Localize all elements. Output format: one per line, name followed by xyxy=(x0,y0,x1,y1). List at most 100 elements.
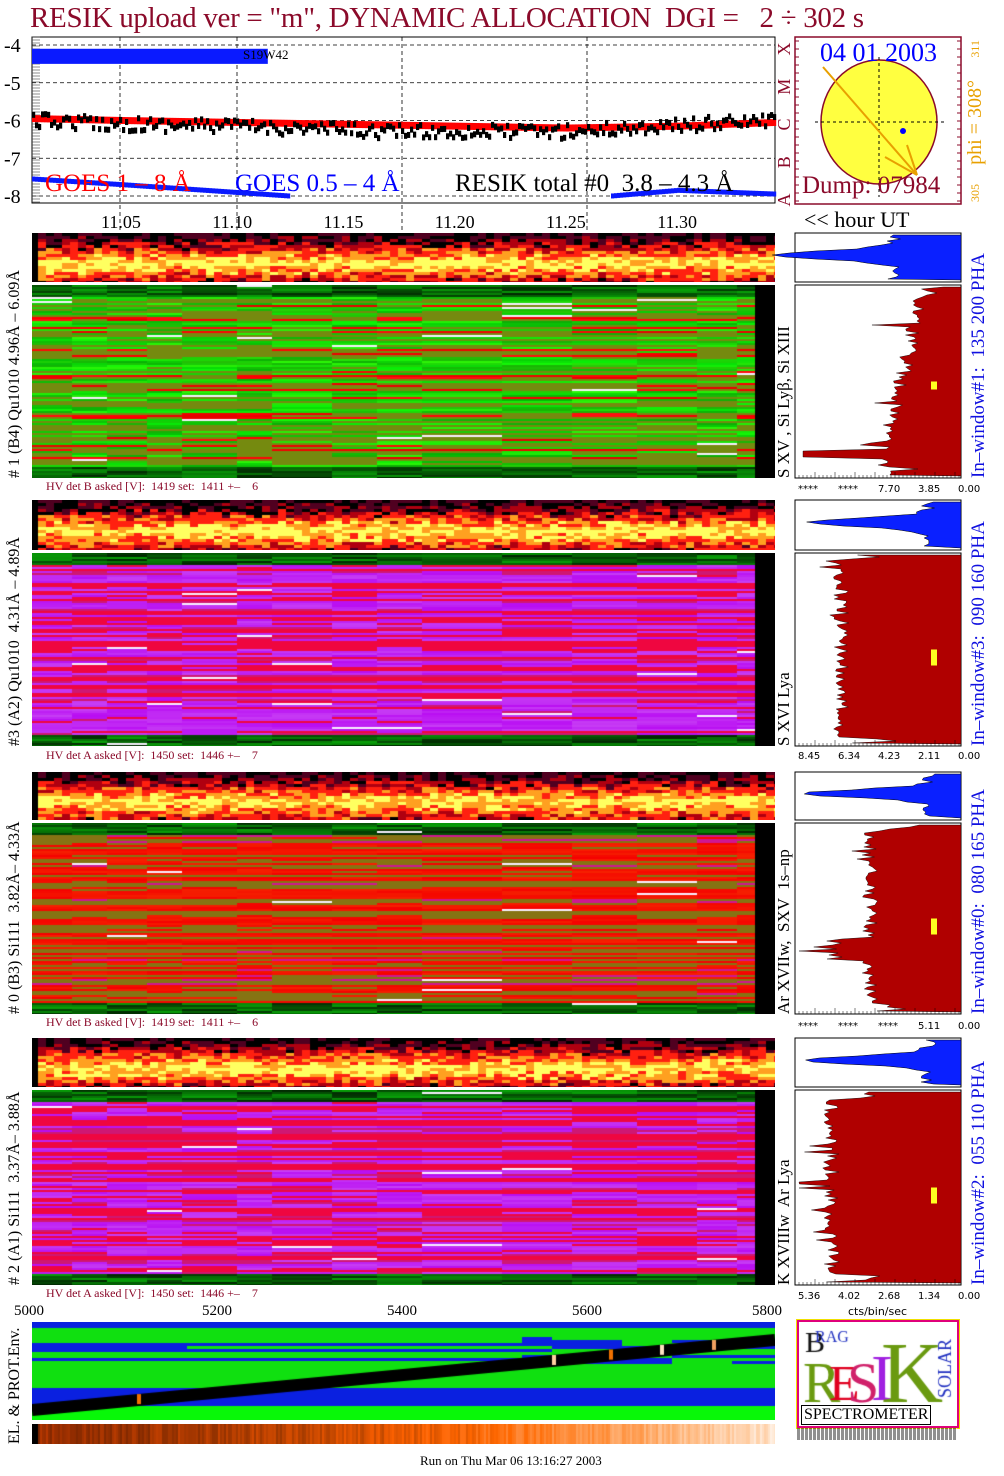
hist-profile xyxy=(798,1091,962,1284)
series-mark xyxy=(164,128,168,135)
series-mark xyxy=(740,190,744,196)
series-mark xyxy=(425,131,429,138)
series-mark xyxy=(764,119,768,127)
series-mark xyxy=(38,124,42,131)
series-mark xyxy=(254,119,258,127)
series-mark xyxy=(113,116,117,124)
series-mark xyxy=(461,134,465,141)
series-mark xyxy=(464,122,468,130)
series-mark xyxy=(164,117,168,125)
series-mark xyxy=(389,123,393,130)
series-mark xyxy=(170,185,174,191)
series-mark xyxy=(299,124,303,131)
series-mark xyxy=(713,126,717,133)
goes-class-label: A xyxy=(774,194,794,207)
series-mark xyxy=(509,123,513,131)
series-mark xyxy=(221,122,225,129)
series-mark xyxy=(68,115,72,122)
hist-scale-tick: 5.11 xyxy=(918,1021,941,1032)
hist-scale-tick: 6.34 xyxy=(838,751,861,762)
series-mark xyxy=(629,191,633,197)
series-mark xyxy=(113,122,117,129)
series-mark xyxy=(593,129,597,136)
logo-lettering xyxy=(799,1322,957,1404)
series-mark xyxy=(755,117,759,124)
series-mark xyxy=(593,124,597,132)
series-mark xyxy=(74,116,78,124)
series-mark xyxy=(740,122,744,129)
series-mark xyxy=(224,117,228,124)
series-mark xyxy=(695,121,699,129)
hist-scale-tick: 0.00 xyxy=(958,484,981,495)
series-mark xyxy=(227,118,231,125)
series-mark xyxy=(122,117,126,125)
series-mark xyxy=(605,123,609,131)
series-mark xyxy=(674,188,678,194)
series-mark xyxy=(617,192,621,198)
series-mark xyxy=(548,134,552,141)
series-mark xyxy=(578,127,582,134)
goes-class-label: X xyxy=(774,43,794,56)
series-mark xyxy=(770,191,774,197)
series-mark xyxy=(632,124,636,131)
hist-profile xyxy=(802,286,962,477)
series-mark xyxy=(437,128,441,135)
series-mark xyxy=(257,191,261,197)
series-mark xyxy=(560,135,564,142)
series-mark xyxy=(455,122,459,130)
series-mark xyxy=(209,118,213,126)
series-mark xyxy=(722,120,726,128)
series-mark xyxy=(191,118,195,126)
series-mark xyxy=(665,119,669,126)
series-mark xyxy=(767,113,771,120)
series-mark xyxy=(320,121,324,128)
series-mark xyxy=(50,177,54,183)
series-mark xyxy=(584,124,588,132)
series-mark xyxy=(752,119,756,127)
series-mark xyxy=(206,187,210,193)
series-mark xyxy=(110,118,114,125)
series-mark xyxy=(302,129,306,136)
series-mark xyxy=(194,117,198,124)
series-mark xyxy=(560,124,564,132)
series-mark xyxy=(236,189,240,195)
series-mark xyxy=(155,117,159,125)
series-mark xyxy=(137,183,141,189)
series-mark xyxy=(341,120,345,128)
series-mark xyxy=(278,192,282,198)
series-mark xyxy=(374,132,378,139)
series-mark xyxy=(650,124,654,131)
series-mark xyxy=(53,119,57,126)
series-mark xyxy=(392,121,396,129)
series-mark xyxy=(743,190,747,196)
series-mark xyxy=(209,125,213,132)
series-mark xyxy=(734,120,738,127)
series-mark xyxy=(434,134,438,141)
series-mark xyxy=(644,190,648,196)
series-mark xyxy=(167,185,171,191)
series-mark xyxy=(449,122,453,130)
series-mark xyxy=(653,189,657,195)
series-mark xyxy=(176,185,180,191)
series-mark xyxy=(650,190,654,196)
series-mark xyxy=(602,123,606,131)
series-mark xyxy=(422,122,426,130)
series-mark xyxy=(299,120,303,128)
series-mark xyxy=(53,177,57,183)
series-mark xyxy=(125,119,129,126)
series-mark xyxy=(392,125,396,132)
series-mark xyxy=(767,119,771,127)
series-mark xyxy=(695,188,699,194)
series-mark xyxy=(662,124,666,131)
series-mark xyxy=(479,123,483,131)
phi-min: 305 xyxy=(968,184,982,202)
series-mark xyxy=(725,120,729,128)
series-mark xyxy=(233,117,237,124)
series-mark xyxy=(233,189,237,195)
series-mark xyxy=(461,122,465,130)
series-mark xyxy=(257,125,261,132)
series-mark xyxy=(338,128,342,135)
series-mark xyxy=(539,126,543,133)
series-mark xyxy=(692,115,696,122)
